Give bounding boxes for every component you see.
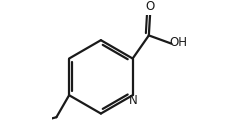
Text: N: N <box>128 94 137 107</box>
Text: O: O <box>145 0 154 13</box>
Text: OH: OH <box>169 36 187 49</box>
